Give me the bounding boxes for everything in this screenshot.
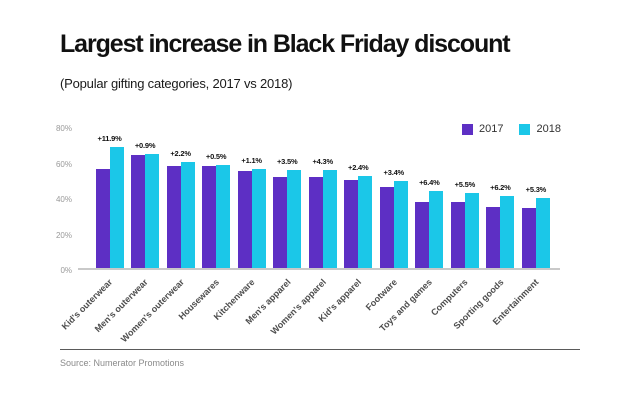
footer-divider: [60, 349, 580, 350]
bar-group: +1.1% Kitchenware: [212, 156, 266, 322]
bar-group: +4.3% Women's apparel: [268, 157, 337, 336]
bar-2018: [180, 162, 195, 268]
bar-2018: [535, 198, 550, 268]
legend: 2017 2018: [462, 123, 561, 135]
value-label: +3.5%: [276, 157, 298, 167]
bar-2017: [450, 202, 465, 268]
y-tick-label: 80%: [55, 124, 72, 133]
bar-group: +5.3% Entertainment: [491, 185, 550, 327]
bar-2017: [202, 165, 217, 268]
value-label: +5.5%: [454, 179, 476, 189]
value-label: +6.2%: [490, 182, 511, 192]
bar-2017: [166, 165, 181, 268]
bar-group: +6.4% Toys and games: [378, 178, 444, 333]
y-tick-label: 40%: [55, 195, 72, 204]
value-label: +0.9%: [134, 140, 156, 150]
legend-item-2017: 2017: [462, 123, 503, 135]
bar-2017: [95, 168, 110, 268]
category-label: Footware: [363, 277, 399, 313]
bar-group: +6.2% Sporting goods: [451, 183, 515, 331]
bar-2018: [429, 190, 444, 268]
legend-swatch-2018: [519, 123, 531, 135]
bar-group: +3.4% Footware: [363, 168, 408, 312]
bar-group: +3.5% Men's apparel: [243, 157, 302, 326]
value-label: +5.3%: [525, 185, 547, 195]
chart-title: Largest increase in Black Friday discoun…: [60, 30, 511, 58]
bar-group: +2.4% Kid's apparel: [317, 163, 373, 324]
value-label: +0.5%: [205, 152, 227, 162]
legend-label: 2018: [536, 123, 561, 135]
category-label: Women's outerwear: [118, 277, 186, 345]
bar-2017: [415, 202, 430, 268]
bar-2018: [109, 147, 124, 268]
bar-2018: [393, 181, 408, 268]
value-label: +2.2%: [170, 149, 191, 159]
bar-2018: [216, 165, 231, 268]
bar-2017: [521, 207, 536, 268]
bar-group: +0.9% Men's outerwear: [93, 141, 160, 334]
bar-group: +5.5% Computers: [429, 180, 479, 318]
bar-2018: [145, 153, 160, 268]
bar-2017: [344, 180, 359, 268]
legend-label: 2017: [479, 123, 504, 135]
bar-2018: [464, 192, 479, 268]
bar-2018: [287, 170, 302, 268]
bar-group: +0.5% Housewares: [177, 152, 231, 322]
source-note: Source: Numerator Promotions: [60, 358, 185, 368]
bar-2018: [358, 175, 373, 268]
bar-2017: [308, 177, 323, 268]
legend-item-2018: 2018: [519, 123, 561, 135]
y-tick-label: 20%: [55, 230, 72, 240]
value-label: +2.4%: [348, 162, 369, 172]
plot-area: 80% 60% 40% 20% 0% +11.9% Kid's outerwear +0.9…: [56, 124, 560, 344]
bar-group: +11.9% Kid's outerwear: [60, 134, 124, 332]
bar-group: +2.2% Women's outerwear: [118, 149, 195, 344]
bar-2018: [500, 195, 515, 268]
bar-2017: [273, 176, 288, 268]
value-label: +4.3%: [312, 156, 333, 166]
bar-2017: [237, 171, 252, 268]
chart-subtitle: (Popular gifting categories, 2017 vs 201…: [60, 76, 293, 91]
value-label: +3.4%: [383, 168, 405, 178]
y-tick-label: 0%: [60, 266, 72, 275]
legend-swatch-2017: [462, 123, 473, 135]
bar-2017: [379, 187, 394, 268]
y-tick-label: 60%: [55, 159, 72, 169]
value-label: +11.9%: [97, 134, 122, 144]
bar-2018: [251, 169, 266, 268]
value-label: +6.4%: [419, 177, 440, 187]
bar-2017: [131, 155, 146, 268]
value-label: +1.1%: [241, 156, 262, 166]
bar-2017: [486, 206, 501, 268]
bar-2018: [322, 169, 337, 268]
